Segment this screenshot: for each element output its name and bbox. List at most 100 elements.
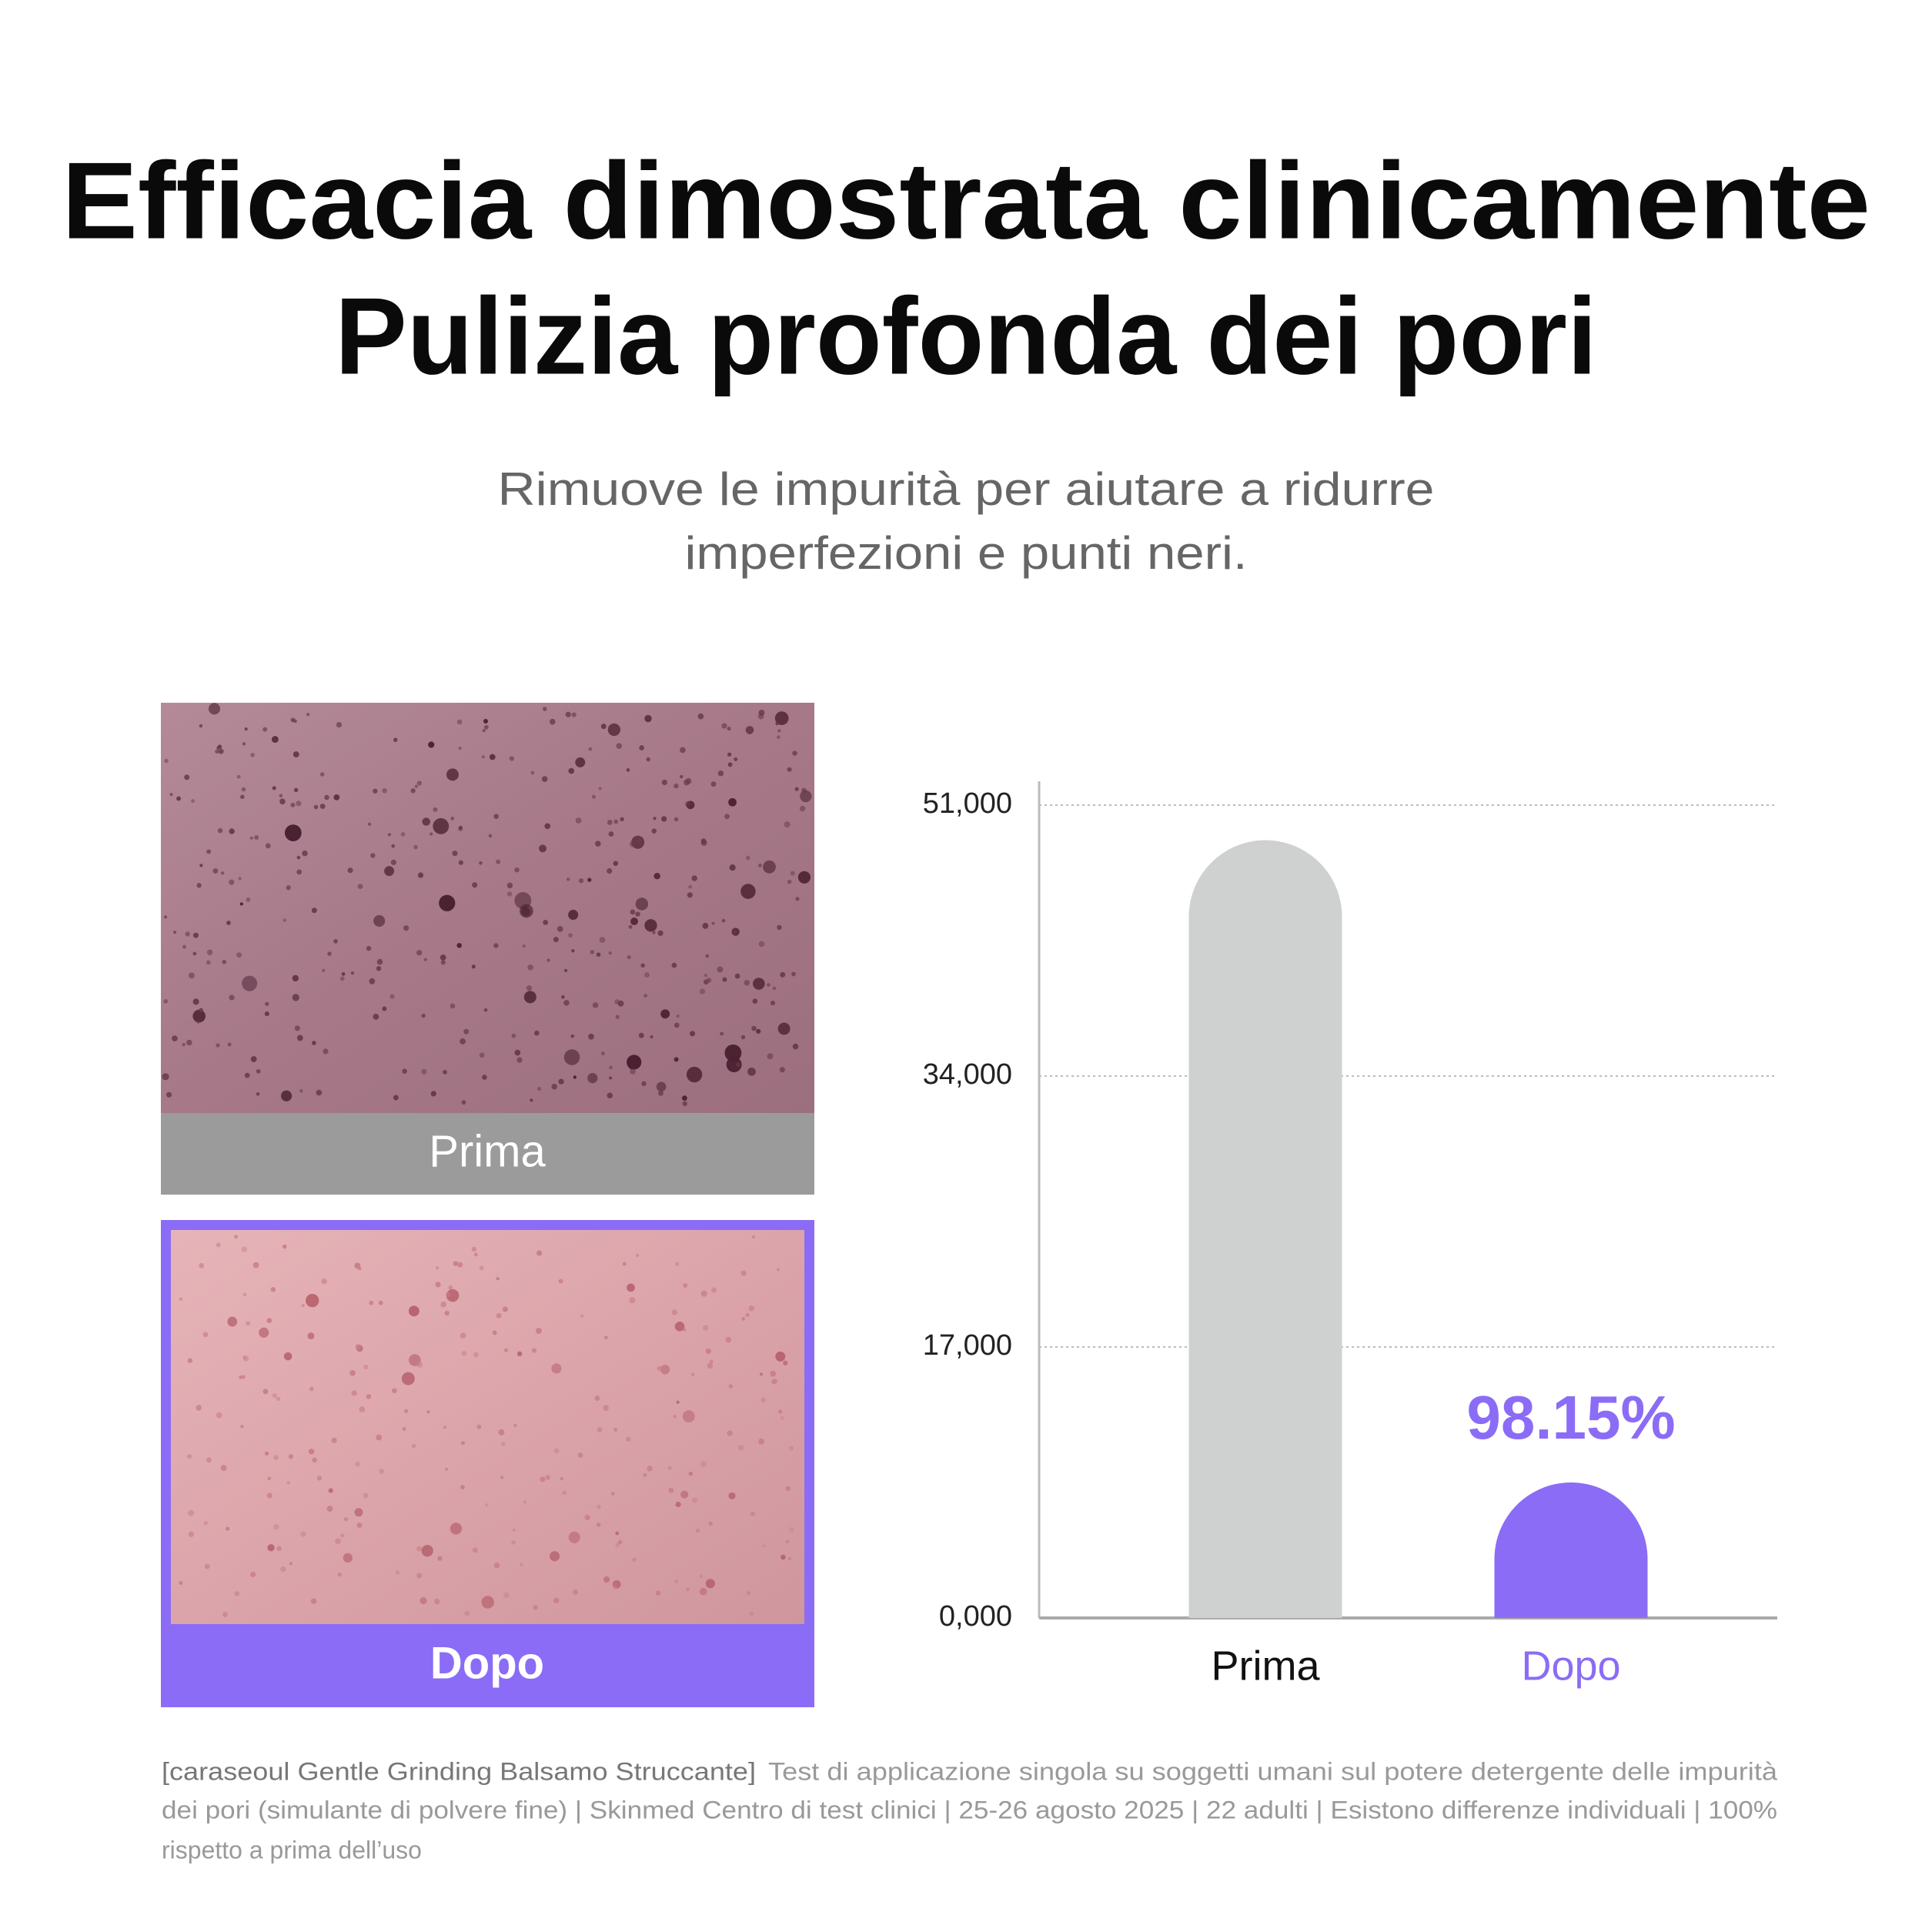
pore bbox=[568, 909, 579, 920]
pore bbox=[784, 821, 791, 828]
pore bbox=[413, 844, 418, 850]
pore bbox=[540, 1476, 546, 1482]
pore bbox=[635, 911, 640, 917]
skin-image bbox=[171, 1230, 804, 1624]
pore bbox=[482, 729, 486, 733]
pore bbox=[276, 1546, 282, 1552]
pore bbox=[182, 1042, 186, 1047]
pore bbox=[234, 1591, 240, 1596]
pore bbox=[357, 884, 363, 890]
pore bbox=[355, 1461, 360, 1467]
pore bbox=[562, 1490, 567, 1496]
pore bbox=[545, 1475, 550, 1480]
pore bbox=[419, 1597, 427, 1605]
pore bbox=[373, 1013, 379, 1020]
pore bbox=[779, 1067, 785, 1073]
pore bbox=[580, 1314, 584, 1319]
pore bbox=[550, 1551, 560, 1562]
pore bbox=[370, 853, 376, 858]
pore bbox=[506, 891, 513, 897]
pore bbox=[702, 922, 709, 929]
pore bbox=[421, 1013, 426, 1018]
title: Pulizia profonda dei pori bbox=[335, 276, 1597, 398]
pore bbox=[537, 1086, 542, 1091]
pore bbox=[568, 767, 575, 774]
pore bbox=[229, 879, 235, 885]
pore bbox=[772, 986, 777, 991]
pore bbox=[644, 714, 652, 723]
pore bbox=[682, 1101, 687, 1107]
pore bbox=[763, 860, 776, 874]
pore bbox=[448, 1285, 453, 1290]
pore bbox=[647, 1466, 653, 1472]
subtitle: imperfezioni e punti neri. bbox=[685, 527, 1248, 579]
x-tick-label: Prima bbox=[1211, 1643, 1320, 1689]
pore bbox=[699, 988, 706, 994]
pore bbox=[680, 1490, 689, 1499]
pore bbox=[188, 1531, 194, 1537]
pore bbox=[608, 831, 614, 837]
pore bbox=[204, 1563, 210, 1569]
pore bbox=[711, 921, 715, 925]
pore bbox=[503, 1348, 509, 1352]
before-photo: Prima bbox=[161, 703, 814, 1195]
pore bbox=[473, 1352, 479, 1358]
pore bbox=[553, 1448, 560, 1454]
pore bbox=[652, 931, 656, 934]
pore bbox=[299, 1089, 303, 1093]
pore bbox=[300, 1531, 306, 1537]
pore bbox=[629, 841, 636, 847]
pore bbox=[404, 1409, 409, 1413]
pore bbox=[430, 1091, 436, 1097]
pore bbox=[758, 863, 762, 867]
pore bbox=[794, 787, 799, 791]
pore bbox=[393, 1095, 399, 1101]
pore bbox=[457, 1262, 463, 1268]
pore bbox=[741, 1317, 746, 1321]
pore bbox=[276, 1396, 281, 1402]
pore bbox=[322, 968, 326, 973]
pore bbox=[757, 713, 764, 720]
pore bbox=[506, 882, 513, 889]
pore bbox=[306, 1293, 319, 1308]
pore bbox=[323, 1048, 329, 1055]
pore bbox=[165, 1091, 172, 1098]
pore bbox=[336, 721, 343, 728]
pore bbox=[728, 1492, 736, 1500]
pore bbox=[795, 897, 800, 901]
pore bbox=[595, 841, 601, 847]
after-photo: Dopo bbox=[161, 1220, 814, 1707]
pore bbox=[307, 1332, 315, 1339]
pore bbox=[479, 1265, 484, 1271]
pore bbox=[220, 1465, 227, 1472]
pore bbox=[250, 1056, 257, 1062]
pore bbox=[387, 833, 392, 837]
pore bbox=[596, 952, 601, 957]
pore bbox=[637, 837, 643, 844]
pore bbox=[721, 723, 727, 729]
pore bbox=[192, 1009, 206, 1023]
pore bbox=[349, 1369, 356, 1376]
pore bbox=[243, 1355, 249, 1362]
pore bbox=[756, 1028, 761, 1034]
footnote: dei pori (simulante di polvere fine) | S… bbox=[162, 1796, 1777, 1823]
pore bbox=[390, 859, 396, 865]
pore bbox=[265, 1001, 269, 1006]
pore bbox=[286, 885, 291, 891]
pore bbox=[539, 844, 547, 853]
pore bbox=[472, 882, 478, 888]
pore bbox=[395, 1570, 400, 1575]
pore bbox=[367, 822, 372, 826]
pore bbox=[267, 1476, 272, 1481]
pore bbox=[391, 844, 396, 848]
pore bbox=[653, 872, 660, 880]
pore bbox=[587, 1073, 598, 1084]
pore bbox=[674, 817, 679, 822]
pore bbox=[382, 1006, 387, 1011]
pore bbox=[184, 774, 190, 780]
pore bbox=[256, 1068, 261, 1074]
pore bbox=[308, 1449, 315, 1455]
pore bbox=[221, 871, 225, 875]
pore bbox=[433, 817, 450, 834]
pore bbox=[493, 943, 499, 948]
